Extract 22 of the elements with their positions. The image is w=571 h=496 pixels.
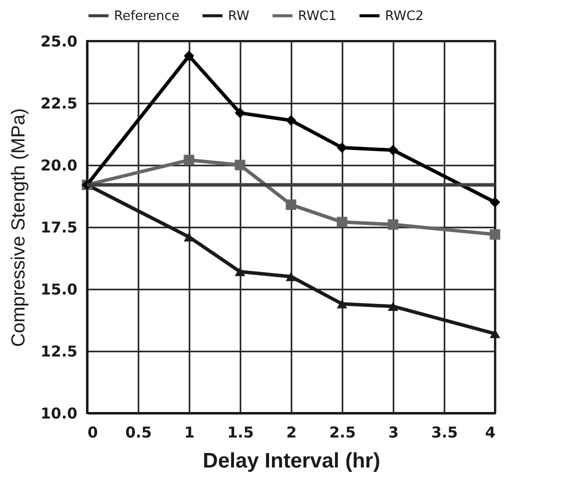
y-tick-label: 17.5 bbox=[40, 218, 78, 236]
y-tick-label: 12.5 bbox=[40, 342, 78, 360]
legend-label: RWC1 bbox=[298, 8, 337, 24]
legend-label: RW bbox=[228, 8, 250, 24]
legend-label: Reference bbox=[114, 8, 180, 24]
x-tick-label: 1 bbox=[184, 424, 195, 442]
legend-label: RWC2 bbox=[385, 8, 424, 24]
y-tick-label: 20.0 bbox=[40, 156, 78, 174]
y-axis-title: Compressive Stength (MPa) bbox=[8, 108, 30, 347]
x-tick-label: 1.5 bbox=[227, 424, 254, 442]
x-tick-label: 3 bbox=[388, 424, 399, 442]
x-tick-label: 3.5 bbox=[431, 424, 458, 442]
y-tick-label: 10.0 bbox=[40, 404, 78, 422]
x-tick-label: 4 bbox=[485, 424, 496, 442]
x-tick-label: 0.5 bbox=[125, 424, 152, 442]
x-tick-label: 2 bbox=[286, 424, 297, 442]
x-tick-label: 2.5 bbox=[329, 424, 356, 442]
y-tick-label: 22.5 bbox=[40, 94, 78, 112]
x-axis-title: Delay Interval (hr) bbox=[202, 450, 380, 472]
y-tick-label: 25.0 bbox=[40, 32, 78, 50]
y-tick-label: 15.0 bbox=[40, 280, 78, 298]
x-tick-label: 0 bbox=[88, 424, 98, 442]
